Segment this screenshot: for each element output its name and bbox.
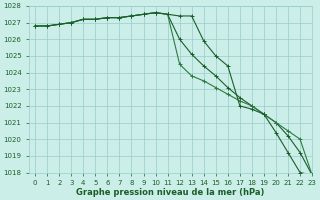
X-axis label: Graphe pression niveau de la mer (hPa): Graphe pression niveau de la mer (hPa) — [76, 188, 265, 197]
